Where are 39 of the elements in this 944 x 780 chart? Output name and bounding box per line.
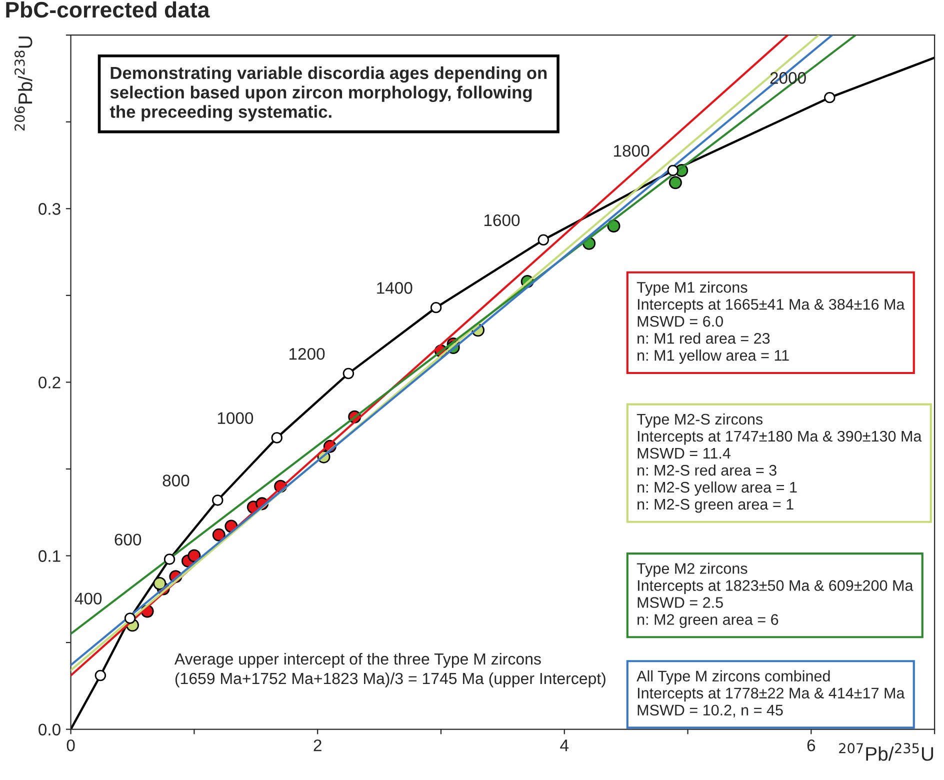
annotation: 400 (74, 592, 102, 605)
x-tick-label: 6 (807, 739, 816, 752)
point (667, 164, 679, 176)
chart-title: PbC-corrected data (6, 1, 210, 18)
y-tick-label: 0.1 (38, 550, 60, 562)
annotation: Type M2 zircons Intercepts at 1823±50 Ma & 609±200 Ma MSWD = 2.5 n: M2 green area = 6 (636, 562, 914, 628)
annotation: Type M1 zircons Intercepts at 1665±41 Ma & 384±16 Ma MSWD = 6.0 n: M1 red area = 23 n: M1 yellow area = 11 (636, 282, 905, 364)
point (212, 494, 224, 506)
x-tick-label: 4 (560, 740, 569, 752)
y-tick-label: 0.2 (38, 376, 60, 388)
point (538, 234, 550, 246)
x-tick-label: 2 (314, 739, 322, 752)
annotation: Type M2-S zircons Intercepts at 1747±180 Ma & 390±130 Ma MSWD = 11.4 n: M2-S red area = 3 n: M2-S yellow area = 1 n: M2-S green area = 1 (636, 413, 922, 513)
point (668, 176, 682, 190)
annotation: 1800 (614, 144, 650, 157)
x-axis-title: $^{207}$Pb/$^{235}$U (839, 743, 934, 761)
annotation: Demonstrating variable discordia ages depending on selection based upon zircon morphology, following the preceeding systematic. (110, 66, 547, 122)
point (430, 302, 442, 314)
annotation: 1400 (377, 282, 412, 294)
annotation: All Type M zircons combined Intercepts at 1778±22 Ma & 414±17 Ma MSWD = 10.2, n = 45 (636, 670, 905, 718)
point (94, 670, 106, 682)
annotation: Average upper intercept of the three Type M zircons (1659 Ma+1752 Ma+1823 Ma)/3 = 1745 Ma (upper Intercept) (174, 652, 606, 688)
point (153, 577, 166, 590)
annotation: 1600 (484, 214, 520, 226)
annotation: 600 (114, 534, 142, 546)
point (342, 368, 354, 380)
point (124, 612, 136, 624)
y-tick-label: 0.0 (38, 724, 60, 736)
annotation: 1000 (218, 412, 254, 424)
point (271, 432, 282, 444)
point (164, 554, 176, 565)
x-tick-label: 0 (66, 739, 75, 752)
point (824, 92, 836, 104)
annotation: 1200 (290, 348, 325, 360)
y-axis-title: $^{206}$Pb/$^{238}$U (14, 36, 32, 131)
point (188, 549, 201, 562)
y-tick-label: 0.3 (38, 203, 60, 215)
point (212, 528, 226, 542)
annotation: 800 (162, 474, 190, 486)
